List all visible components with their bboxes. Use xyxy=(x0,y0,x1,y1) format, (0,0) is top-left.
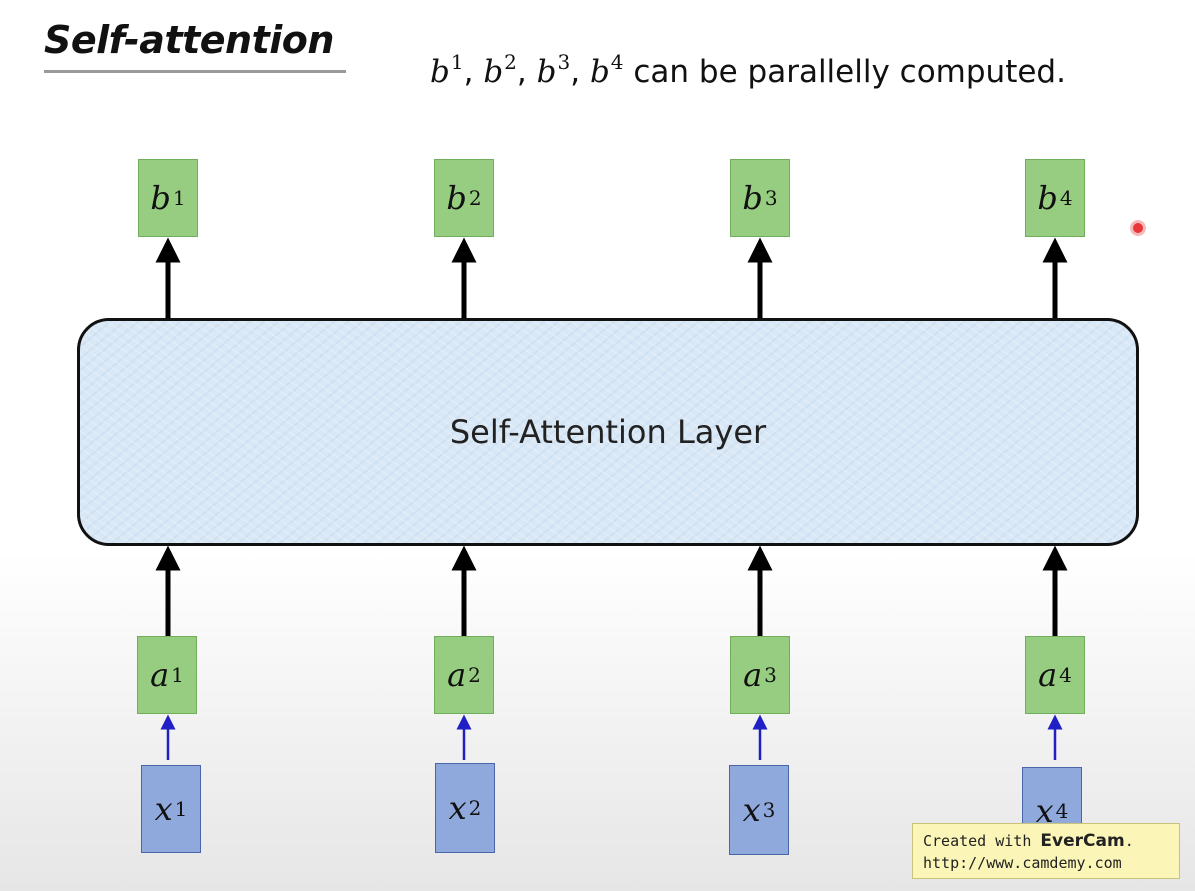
subtitle: b1, b2, b3, b4 can be parallelly compute… xyxy=(430,50,1066,90)
watermark-line-1: Created with EverCam. xyxy=(923,831,1134,851)
laser-pointer-dot xyxy=(1130,220,1146,236)
subtitle-term-1: b1 xyxy=(430,50,464,90)
watermark-url: http://www.camdemy.com xyxy=(923,854,1122,872)
subtitle-term-4: b4 xyxy=(589,50,624,90)
layer-label: Self-Attention Layer xyxy=(449,413,767,451)
subtitle-term-3: b3 xyxy=(536,50,571,90)
subtitle-text: can be parallelly computed. xyxy=(623,54,1066,90)
self-attention-layer: Self-Attention Layer xyxy=(77,318,1139,546)
title-underline xyxy=(44,70,346,73)
slide-title: Self-attention xyxy=(44,18,334,62)
subtitle-term-2: b2 xyxy=(483,50,517,90)
evercam-watermark: Created with EverCam. http://www.camdemy… xyxy=(912,823,1180,879)
